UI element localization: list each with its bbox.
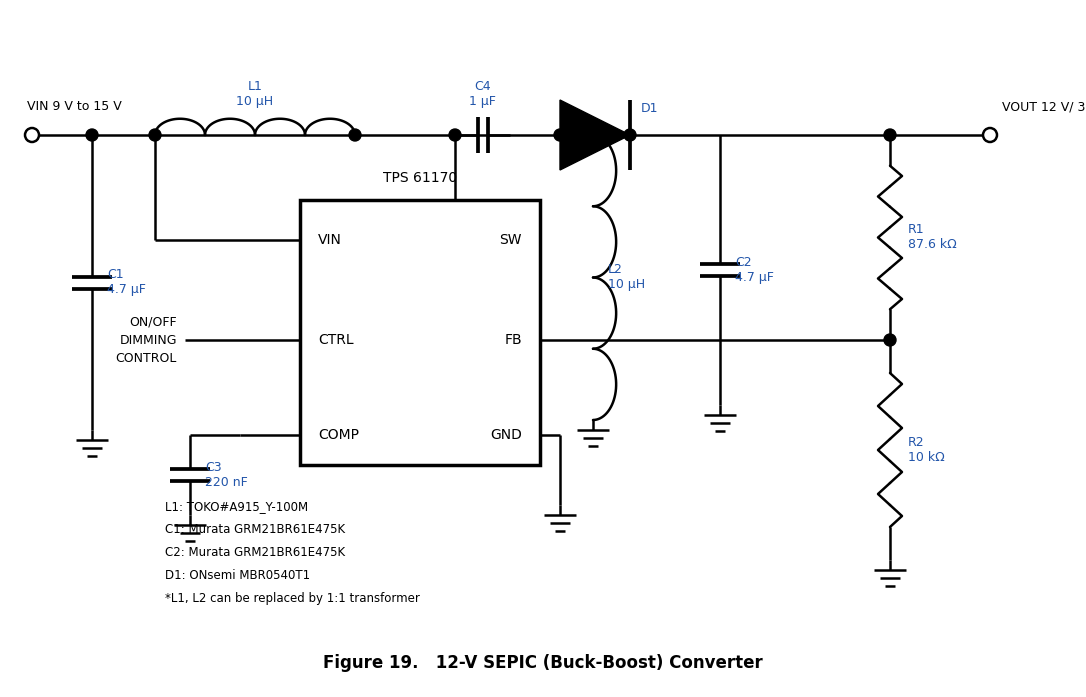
Text: VIN: VIN (318, 233, 342, 247)
Text: TPS 61170: TPS 61170 (383, 171, 457, 185)
Circle shape (349, 129, 361, 141)
Text: *L1, L2 can be replaced by 1:1 transformer: *L1, L2 can be replaced by 1:1 transform… (165, 592, 420, 605)
Text: D1: ONsemi MBR0540T1: D1: ONsemi MBR0540T1 (165, 569, 311, 582)
Text: CTRL: CTRL (318, 333, 354, 347)
Circle shape (884, 334, 896, 346)
Text: R1
87.6 kΩ: R1 87.6 kΩ (908, 223, 957, 251)
Bar (300, 200, 540, 465)
Circle shape (149, 129, 161, 141)
Circle shape (624, 129, 636, 141)
Text: Figure 19.   12-V SEPIC (Buck-Boost) Converter: Figure 19. 12-V SEPIC (Buck-Boost) Conve… (324, 654, 762, 672)
Text: SW: SW (500, 233, 522, 247)
Text: C1: Murata GRM21BR61E475K: C1: Murata GRM21BR61E475K (165, 523, 345, 536)
Circle shape (554, 129, 566, 141)
Text: VOUT 12 V/ 300 mA: VOUT 12 V/ 300 mA (1002, 100, 1086, 113)
Polygon shape (560, 100, 630, 170)
Text: R2
10 kΩ: R2 10 kΩ (908, 436, 945, 464)
Text: GND: GND (490, 428, 522, 442)
Text: FB: FB (504, 333, 522, 347)
Circle shape (86, 129, 98, 141)
Text: L2
10 μH: L2 10 μH (608, 263, 645, 291)
Text: C4
1 μF: C4 1 μF (469, 80, 496, 108)
Text: C2
4.7 μF: C2 4.7 μF (735, 256, 774, 284)
Text: C2: Murata GRM21BR61E475K: C2: Murata GRM21BR61E475K (165, 546, 345, 559)
Text: ON/OFF
DIMMING
CONTROL: ON/OFF DIMMING CONTROL (115, 316, 177, 365)
Text: L1
10 μH: L1 10 μH (237, 80, 274, 108)
Text: D1: D1 (641, 102, 659, 115)
Text: L1: TOKO#A915_Y-100M: L1: TOKO#A915_Y-100M (165, 500, 308, 513)
Circle shape (884, 129, 896, 141)
Text: COMP: COMP (318, 428, 359, 442)
Text: VIN 9 V to 15 V: VIN 9 V to 15 V (27, 100, 122, 113)
Text: C1
4.7 μF: C1 4.7 μF (108, 268, 146, 296)
Text: C3
220 nF: C3 220 nF (205, 461, 248, 489)
Circle shape (449, 129, 460, 141)
